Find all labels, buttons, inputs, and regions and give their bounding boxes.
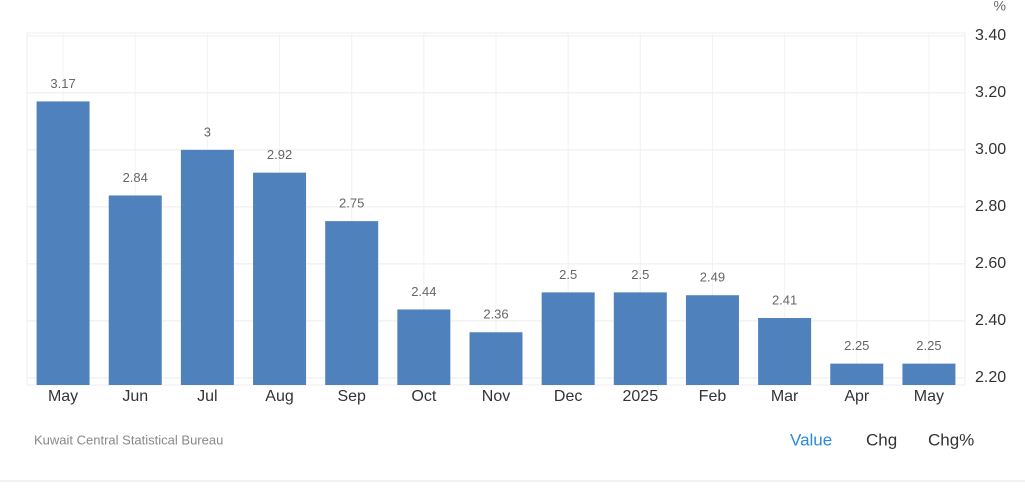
bar (36, 101, 90, 386)
bar (325, 221, 379, 385)
chg-pct-button[interactable]: Chg% (928, 430, 974, 449)
x-tick-label: Mar (771, 388, 799, 405)
y-tick-label: 3.20 (975, 84, 1006, 101)
value-label: 2.36 (483, 307, 508, 322)
value-label: 2.5 (631, 267, 649, 282)
value-label: 2.25 (916, 338, 941, 353)
value-label: 2.49 (700, 270, 725, 285)
y-tick-label: 2.60 (975, 255, 1006, 272)
x-tick-label: Dec (554, 388, 582, 405)
y-tick-label: 3.00 (975, 141, 1006, 158)
y-tick-label: 2.40 (975, 312, 1006, 329)
value-label: 2.75 (339, 196, 364, 211)
value-label: 2.5 (559, 267, 577, 282)
x-tick-label: Jul (197, 388, 217, 405)
x-tick-label: Aug (265, 388, 293, 405)
y-tick-label: 2.20 (975, 369, 1006, 386)
x-tick-label: Jun (122, 388, 148, 405)
bar (758, 318, 812, 385)
source: Kuwait Central Statistical Bureau (34, 432, 223, 447)
chg-button[interactable]: Chg (866, 430, 897, 449)
bar (830, 363, 884, 385)
bar (108, 195, 162, 385)
value-label: 2.44 (411, 284, 436, 299)
bar (902, 363, 956, 385)
bar (397, 309, 451, 385)
bar (253, 172, 307, 385)
bar (541, 292, 595, 385)
value-label: 2.84 (123, 170, 148, 185)
bar (469, 332, 523, 385)
x-tick-label: Feb (699, 388, 727, 405)
bar (685, 295, 739, 385)
x-tick-label: May (48, 388, 78, 405)
value-label: 2.92 (267, 147, 292, 162)
y-tick-label: 2.80 (975, 198, 1006, 215)
x-tick-label: May (914, 388, 944, 405)
value-label: 2.41 (772, 292, 797, 307)
x-tick-label: Sep (337, 388, 366, 405)
unit-label: % (994, 0, 1006, 14)
x-tick-label: Apr (844, 388, 870, 405)
value-label: 2.25 (844, 338, 869, 353)
bar (180, 149, 234, 385)
bar (613, 292, 667, 385)
x-tick-label: Nov (482, 388, 510, 405)
x-tick-label: Oct (411, 388, 436, 405)
x-tick-label: 2025 (623, 388, 659, 405)
y-tick-label: 3.40 (975, 27, 1006, 44)
value-label: 3.17 (50, 76, 75, 91)
value-label: 3 (204, 124, 211, 139)
value-button[interactable]: Value (790, 430, 832, 449)
